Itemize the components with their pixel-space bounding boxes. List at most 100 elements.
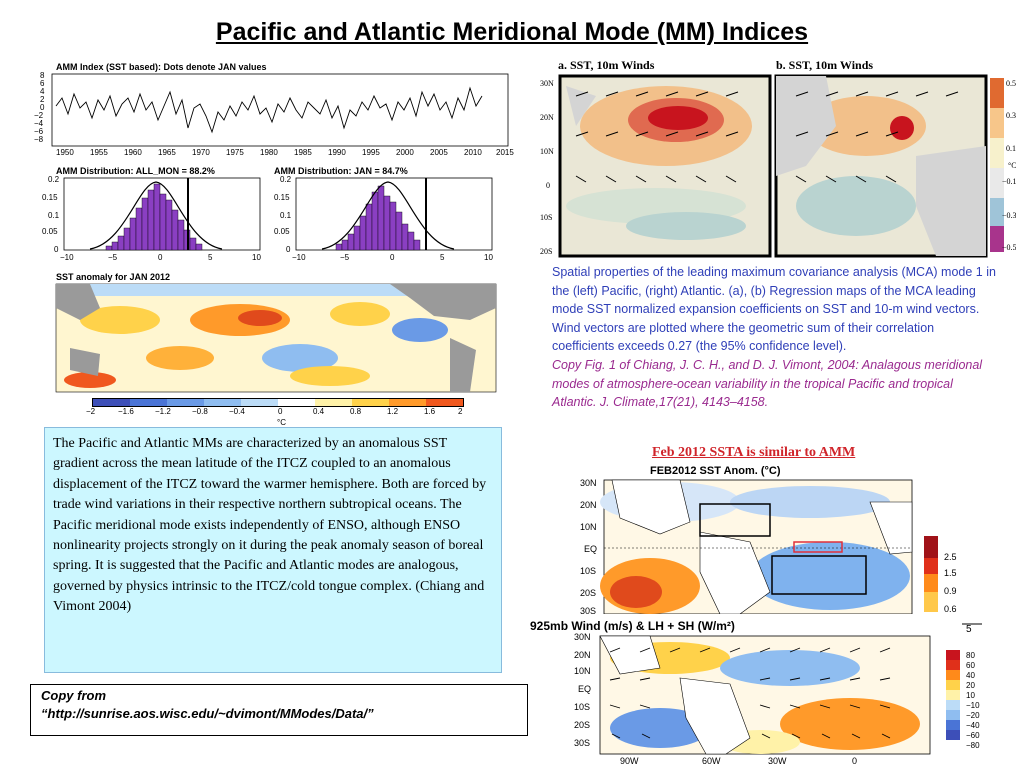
svg-text:EQ: EQ bbox=[578, 684, 591, 694]
sst-jan-colorbar-ticks: −2 −1.6 −1.2 −0.8 −0.4 0 0.4 0.8 1.2 1.6… bbox=[86, 407, 463, 427]
svg-text:1965: 1965 bbox=[158, 148, 176, 157]
svg-text:−5: −5 bbox=[108, 253, 118, 262]
sst-jan-colorbar-strip bbox=[92, 398, 464, 407]
svg-text:30S: 30S bbox=[574, 738, 590, 748]
svg-text:20S: 20S bbox=[540, 247, 552, 256]
svg-text:20N: 20N bbox=[540, 113, 554, 122]
svg-text:−2: −2 bbox=[86, 407, 96, 416]
svg-text:0.15: 0.15 bbox=[274, 193, 290, 202]
amm-dist-all-curve bbox=[89, 181, 223, 250]
svg-text:0.15: 0.15 bbox=[42, 193, 58, 202]
amm-index-line bbox=[55, 86, 483, 134]
svg-text:0: 0 bbox=[286, 245, 291, 254]
feb-sst-map bbox=[600, 479, 913, 614]
svg-text:−0.3: −0.3 bbox=[1002, 211, 1016, 220]
svg-text:5: 5 bbox=[208, 253, 213, 262]
svg-text:−60: −60 bbox=[966, 731, 980, 740]
mca-figure: a. SST, 10m Winds b. SST, 10m Winds 30N … bbox=[540, 58, 1016, 258]
svg-text:10: 10 bbox=[966, 691, 975, 700]
svg-text:0.1: 0.1 bbox=[1006, 144, 1016, 153]
svg-text:2: 2 bbox=[40, 95, 45, 104]
svg-text:10N: 10N bbox=[574, 666, 591, 676]
svg-text:0.2: 0.2 bbox=[48, 175, 60, 184]
svg-text:1950: 1950 bbox=[56, 148, 74, 157]
svg-text:0: 0 bbox=[546, 181, 550, 190]
mca-colorbar-unit: °C bbox=[1008, 161, 1016, 170]
copy-from-url[interactable]: “http://sunrise.aos.wisc.edu/~dvimont/MM… bbox=[41, 706, 374, 721]
svg-text:−4: −4 bbox=[34, 119, 44, 128]
feb-flux-colorbar-ticks: 80 60 40 20 10 −10 −20 −40 −60 −80 bbox=[966, 651, 980, 750]
svg-text:EQ: EQ bbox=[584, 544, 597, 554]
caption-citation: Copy Fig. 1 of Chiang, J. C. H., and D. … bbox=[552, 357, 983, 410]
feb-wind-ref: 5 bbox=[966, 624, 972, 635]
amm-dist-all-bars bbox=[105, 183, 203, 251]
caption-text: Spatial properties of the leading maximu… bbox=[552, 265, 996, 354]
svg-text:−10: −10 bbox=[60, 253, 74, 262]
svg-text:60W: 60W bbox=[702, 756, 721, 766]
svg-text:−80: −80 bbox=[966, 741, 980, 750]
svg-text:2005: 2005 bbox=[430, 148, 448, 157]
svg-text:10S: 10S bbox=[580, 566, 596, 576]
svg-text:0.3: 0.3 bbox=[1006, 111, 1016, 120]
svg-text:−6: −6 bbox=[34, 127, 44, 136]
sst-jan-map bbox=[55, 283, 497, 393]
page-title: Pacific and Atlantic Meridional Mode (MM… bbox=[215, 18, 809, 46]
feb-wind-lon-ticks: 90W 60W 30W 0 bbox=[620, 756, 857, 766]
amm-dist-jan-bars bbox=[335, 185, 421, 251]
sst-jan-title: SST anomaly for JAN 2012 bbox=[56, 272, 170, 282]
svg-text:6: 6 bbox=[40, 79, 45, 88]
svg-text:1960: 1960 bbox=[124, 148, 142, 157]
svg-text:−5: −5 bbox=[340, 253, 350, 262]
svg-text:90W: 90W bbox=[620, 756, 639, 766]
svg-text:0: 0 bbox=[278, 407, 283, 416]
feb-sst-colorbar-ticks: 2.5 1.5 0.9 0.6 bbox=[944, 552, 957, 614]
amm-index-frame bbox=[51, 73, 509, 147]
feb-wind-lat-ticks: 30N 20N 10N EQ 10S 20S 30S bbox=[574, 632, 591, 748]
feb-heading: Feb 2012 SSTA is similar to AMM bbox=[652, 445, 856, 460]
svg-text:1985: 1985 bbox=[294, 148, 312, 157]
svg-text:2010: 2010 bbox=[464, 148, 482, 157]
svg-text:20: 20 bbox=[966, 681, 975, 690]
svg-text:−40: −40 bbox=[966, 721, 980, 730]
svg-text:10S: 10S bbox=[540, 213, 552, 222]
svg-text:0.05: 0.05 bbox=[274, 227, 290, 236]
amm-dist-all-xticks: −10 −5 0 5 10 bbox=[60, 253, 261, 262]
svg-text:30N: 30N bbox=[574, 632, 591, 642]
mca-wind-arrows bbox=[575, 91, 959, 183]
amm-dist-all-title: AMM Distribution: ALL_MON = 88.2% bbox=[56, 166, 215, 176]
figure-caption: Spatial properties of the leading maximu… bbox=[552, 263, 997, 412]
mca-colorbar bbox=[990, 78, 1004, 252]
amm-figure: AMM Index (SST based): Dots denote JAN v… bbox=[34, 62, 514, 393]
svg-text:20N: 20N bbox=[574, 650, 591, 660]
mca-colorbar-ticks: 0.5 0.3 0.1 −0.1 −0.3 −0.5 °C bbox=[1002, 79, 1016, 252]
svg-text:30N: 30N bbox=[580, 478, 597, 488]
svg-text:2: 2 bbox=[458, 407, 463, 416]
svg-text:−0.8: −0.8 bbox=[192, 407, 208, 416]
svg-text:−20: −20 bbox=[966, 711, 980, 720]
svg-text:0.4: 0.4 bbox=[313, 407, 325, 416]
mca-lat-ticks: 30N 20N 10N 0 10S 20S bbox=[540, 79, 554, 256]
svg-text:1995: 1995 bbox=[362, 148, 380, 157]
svg-text:−0.5: −0.5 bbox=[1002, 243, 1016, 252]
svg-text:0.1: 0.1 bbox=[48, 211, 60, 220]
svg-text:−0.4: −0.4 bbox=[229, 407, 245, 416]
feb-wind-title: 925mb Wind (m/s) & LH + SH (W/m²) bbox=[530, 619, 735, 633]
svg-text:20S: 20S bbox=[580, 588, 596, 598]
svg-text:2000: 2000 bbox=[396, 148, 414, 157]
amm-dist-jan-curve bbox=[321, 181, 455, 250]
feb-sst-figure: FEB2012 SST Anom. (°C) 30N 20N 10N EQ 10… bbox=[580, 465, 957, 614]
svg-text:2.5: 2.5 bbox=[944, 552, 957, 562]
amm-dist-jan-yticks: 0.2 0.15 0.1 0.05 0 bbox=[274, 175, 292, 254]
svg-text:10: 10 bbox=[484, 253, 493, 262]
svg-text:−0.1: −0.1 bbox=[1002, 177, 1016, 186]
svg-text:1975: 1975 bbox=[226, 148, 244, 157]
svg-text:−1.2: −1.2 bbox=[155, 407, 171, 416]
svg-text:0.05: 0.05 bbox=[42, 227, 58, 236]
svg-text:1.5: 1.5 bbox=[944, 568, 957, 578]
svg-text:0: 0 bbox=[390, 253, 395, 262]
svg-text:−10: −10 bbox=[292, 253, 306, 262]
amm-index-yticks: 8 6 4 2 0 −2 −4 −6 −8 bbox=[34, 71, 45, 144]
svg-text:10N: 10N bbox=[540, 147, 554, 156]
svg-text:1980: 1980 bbox=[260, 148, 278, 157]
svg-text:−10: −10 bbox=[966, 701, 980, 710]
